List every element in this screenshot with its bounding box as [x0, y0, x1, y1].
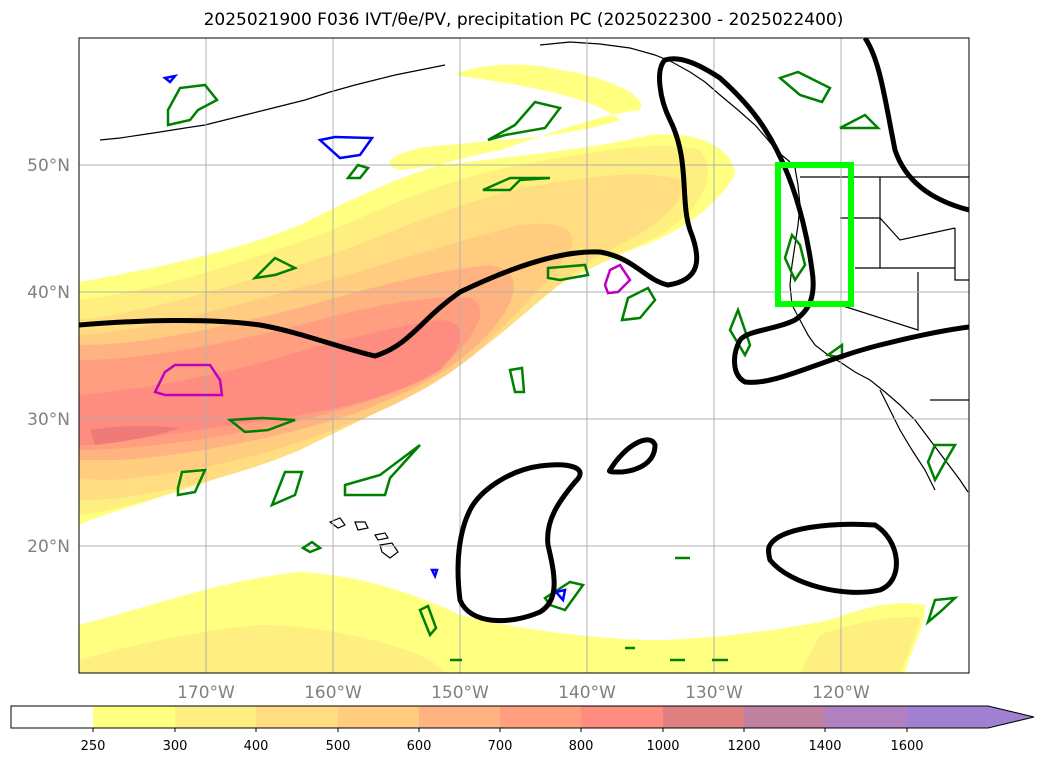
- lat-label-30: 30°N: [27, 410, 70, 430]
- colorbar-label-1000: 1000: [646, 739, 679, 754]
- ivt-band-1000-core: [90, 425, 180, 445]
- colorbar-label-700: 700: [488, 739, 513, 754]
- lat-label-50: 50°N: [27, 156, 70, 176]
- colorbar: 250 300 400 500 600 700 800 1000 1200 14…: [10, 705, 1035, 754]
- map-frame: [78, 37, 970, 674]
- colorbar-under: [11, 706, 93, 728]
- colorbar-bin-400-500: [256, 706, 338, 728]
- colorbar-label-600: 600: [407, 739, 432, 754]
- colorbar-label-1200: 1200: [727, 739, 760, 754]
- lat-label-40: 40°N: [27, 283, 70, 303]
- colorbar-bin-500-600: [338, 706, 419, 728]
- colorbar-label-800: 800: [569, 739, 594, 754]
- lat-labels: 50°N 40°N 30°N 20°N: [27, 156, 70, 557]
- colorbar-label-250: 250: [81, 739, 106, 754]
- colorbar-label-300: 300: [163, 739, 188, 754]
- coastlines: [99, 41, 969, 559]
- lon-label-150w: 150°W: [431, 683, 489, 703]
- gridlines: [79, 38, 969, 673]
- colorbar-bin-250-300: [93, 706, 175, 728]
- colorbar-extend-arrow: [988, 706, 1034, 728]
- lon-label-170w: 170°W: [177, 683, 235, 703]
- lon-labels: 170°W 160°W 150°W 140°W 130°W 120°W: [177, 683, 870, 703]
- map-title: 2025021900 F036 IVT/θe/PV, precipitation…: [203, 10, 844, 30]
- highlight-box: [775, 162, 854, 307]
- colorbar-label-400: 400: [244, 739, 269, 754]
- colorbar-bin-1000-1200: [663, 706, 744, 728]
- colorbar-bin-1200-1400: [744, 706, 825, 728]
- colorbar-bin-700-800: [500, 706, 581, 728]
- ivt-band-south-300: [79, 625, 445, 673]
- theta-e-contours: [79, 38, 969, 624]
- lon-label-160w: 160°W: [304, 683, 362, 703]
- colorbar-label-1400: 1400: [808, 739, 841, 754]
- colorbar-label-500: 500: [326, 739, 351, 754]
- colorbar-bin-1600-plus: [907, 706, 988, 728]
- lat-label-20: 20°N: [27, 537, 70, 557]
- pv-contours: [153, 70, 959, 662]
- colorbar-bin-600-700: [419, 706, 500, 728]
- colorbar-outline: [10, 705, 1035, 729]
- lon-label-130w: 130°W: [685, 683, 743, 703]
- lon-label-120w: 120°W: [812, 683, 870, 703]
- colorbar-bin-300-400: [175, 706, 256, 728]
- ivt-band-south-300b: [800, 617, 920, 673]
- colorbar-bin-1400-1600: [825, 706, 907, 728]
- colorbar-bin-800-1000: [581, 706, 663, 728]
- lon-label-140w: 140°W: [558, 683, 616, 703]
- colorbar-label-1600: 1600: [890, 739, 923, 754]
